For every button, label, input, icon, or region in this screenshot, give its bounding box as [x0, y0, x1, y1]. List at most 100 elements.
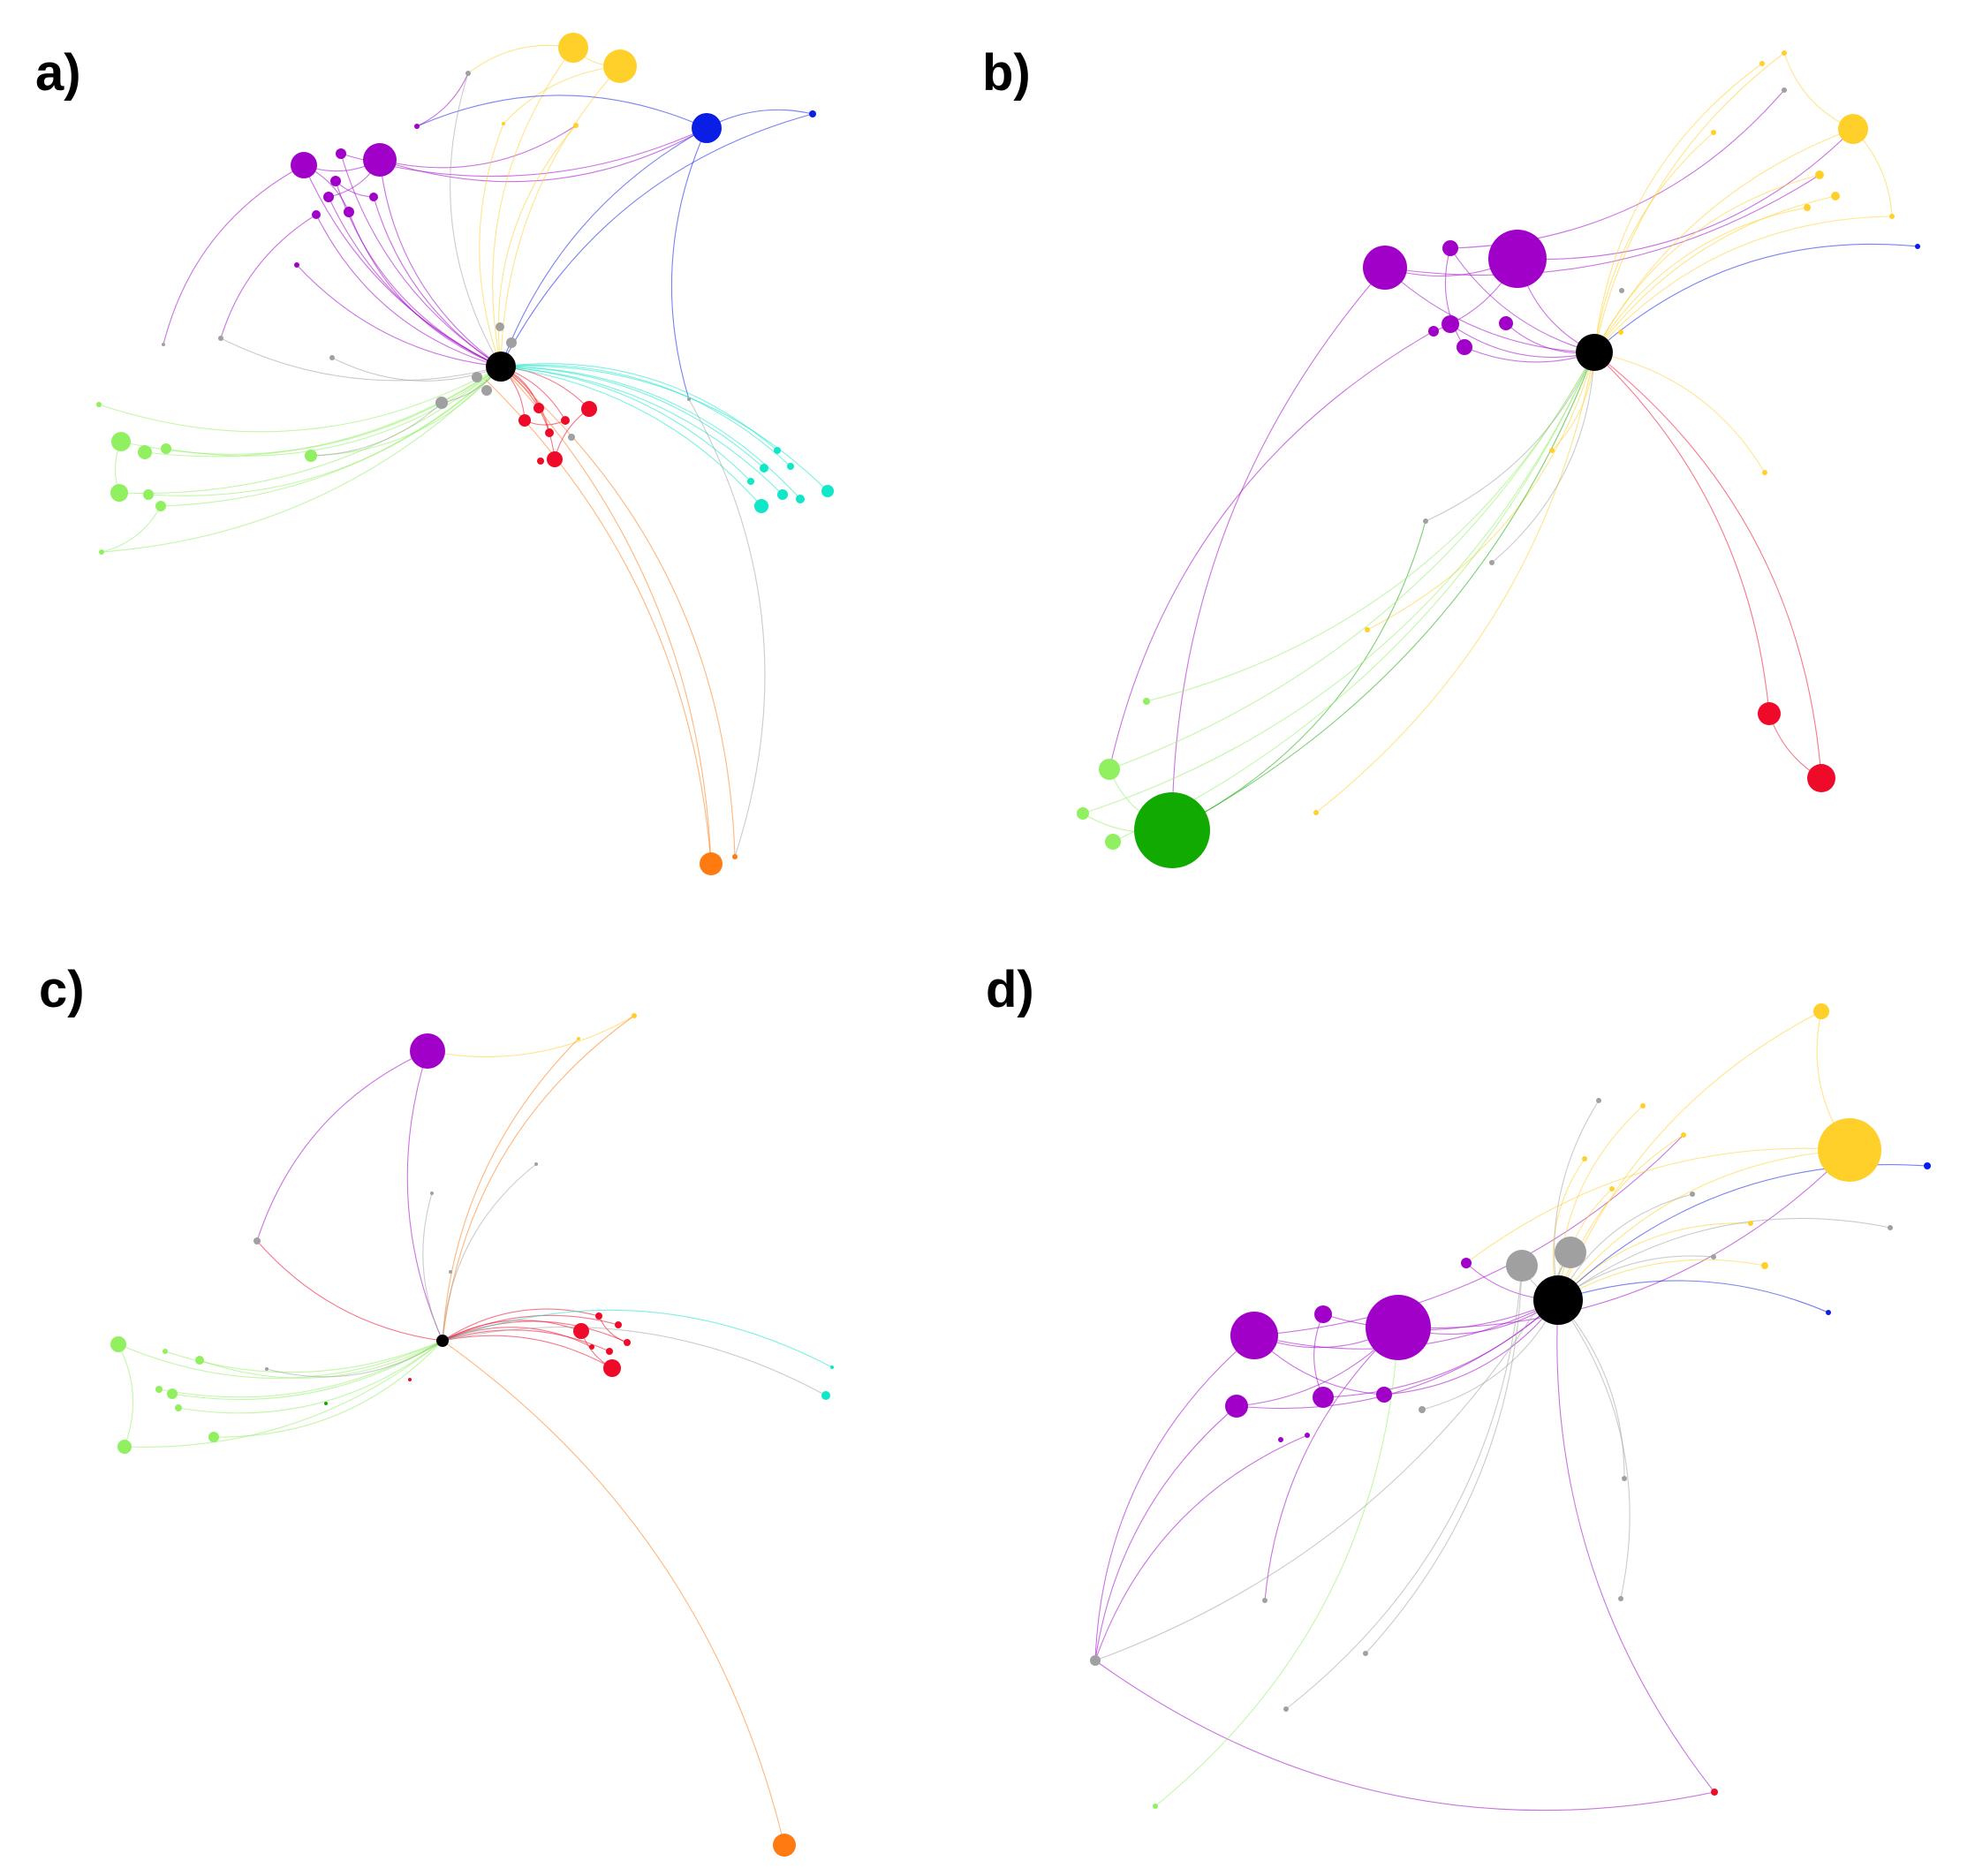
- hub-node: [1576, 334, 1613, 371]
- node: [155, 501, 166, 511]
- node: [294, 262, 299, 268]
- edge: [348, 211, 502, 367]
- node: [155, 1386, 163, 1393]
- edge: [492, 47, 574, 367]
- node: [1711, 1789, 1718, 1796]
- edge: [467, 44, 574, 74]
- edge: [1557, 1280, 1829, 1313]
- panel-b-edges: [1082, 52, 1918, 843]
- node: [747, 478, 754, 485]
- hub-node: [1533, 1275, 1583, 1325]
- edge: [256, 1240, 443, 1342]
- node: [687, 397, 691, 401]
- node: [615, 1321, 622, 1328]
- edge: [266, 1340, 443, 1378]
- node: [1230, 1312, 1278, 1359]
- node: [760, 464, 768, 473]
- node: [291, 152, 317, 178]
- node: [110, 484, 128, 502]
- edge: [1322, 1299, 1559, 1331]
- edge: [442, 1163, 537, 1342]
- edge: [165, 366, 502, 457]
- edge: [500, 366, 736, 858]
- edge: [98, 366, 502, 433]
- edge: [1322, 1299, 1559, 1398]
- node: [1758, 702, 1781, 725]
- node: [1815, 170, 1824, 179]
- node: [518, 414, 531, 427]
- node: [1419, 1406, 1426, 1413]
- edge: [500, 363, 778, 451]
- edge: [427, 1015, 635, 1057]
- node: [1461, 1258, 1472, 1268]
- edge: [164, 1340, 443, 1373]
- node: [408, 1378, 412, 1381]
- node: [1818, 1118, 1881, 1182]
- node: [558, 33, 588, 63]
- node: [329, 355, 335, 360]
- edge: [220, 214, 317, 339]
- edge: [220, 337, 502, 382]
- edge: [1783, 52, 1854, 130]
- node: [1262, 1598, 1267, 1603]
- edge: [1383, 1299, 1559, 1396]
- node: [99, 549, 104, 555]
- edge: [310, 402, 443, 457]
- node: [1915, 244, 1920, 249]
- node: [1314, 1305, 1332, 1323]
- edge: [1593, 243, 1918, 353]
- node: [1134, 792, 1210, 868]
- hub-node: [486, 352, 516, 382]
- edge: [1171, 352, 1595, 831]
- edge: [1593, 63, 1763, 353]
- node: [363, 143, 397, 177]
- node: [218, 336, 223, 341]
- edge: [158, 1340, 443, 1398]
- node: [1807, 764, 1835, 792]
- panel-c-nodes: [110, 1013, 834, 1857]
- panel-b-nodes: [1077, 50, 1920, 868]
- node: [777, 489, 788, 500]
- edge: [328, 196, 502, 367]
- node: [1555, 1237, 1586, 1268]
- edge: [1315, 352, 1595, 813]
- node: [1090, 1655, 1101, 1666]
- node: [1077, 807, 1089, 820]
- edge: [1517, 128, 1854, 261]
- node: [773, 1834, 796, 1857]
- node: [1761, 1262, 1768, 1269]
- node: [1582, 1156, 1587, 1161]
- panel-a-edges: [98, 44, 829, 865]
- edge: [1366, 352, 1595, 631]
- node: [208, 1432, 219, 1442]
- edges-layer: [98, 44, 1928, 1846]
- edge: [500, 366, 762, 507]
- node: [561, 416, 570, 425]
- edge: [1593, 352, 1822, 779]
- node: [336, 148, 346, 159]
- edge: [1449, 89, 1785, 249]
- edge: [1397, 1149, 1850, 1329]
- edge: [479, 123, 504, 367]
- edge: [160, 366, 502, 507]
- node: [414, 124, 420, 129]
- edge: [124, 1340, 443, 1448]
- node: [330, 176, 341, 186]
- node: [496, 322, 504, 331]
- edge: [442, 1326, 827, 1396]
- node: [1831, 192, 1840, 200]
- node: [581, 401, 597, 417]
- node: [1889, 214, 1895, 219]
- edge: [1365, 1265, 1523, 1654]
- edge: [442, 1329, 610, 1352]
- node: [1313, 810, 1319, 815]
- node: [547, 451, 563, 467]
- edge: [1464, 346, 1595, 363]
- node: [573, 1323, 589, 1339]
- edge: [213, 1340, 443, 1438]
- node: [821, 1391, 830, 1400]
- node: [1428, 326, 1439, 337]
- edge: [416, 72, 469, 127]
- node: [1838, 114, 1868, 144]
- node: [117, 1440, 132, 1454]
